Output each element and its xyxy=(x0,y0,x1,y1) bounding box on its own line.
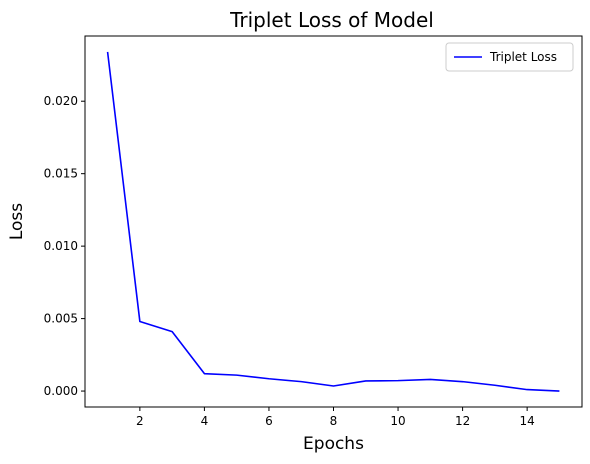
plot-area xyxy=(106,51,560,392)
x-tick-label: 6 xyxy=(265,414,273,428)
y-axis-label: Loss xyxy=(7,203,27,240)
x-tick-label: 8 xyxy=(330,414,338,428)
x-axis: 2 4 6 8 10 12 14 xyxy=(136,407,535,428)
series-layer xyxy=(106,51,560,392)
chart-title: Triplet Loss of Model xyxy=(229,8,434,32)
x-axis-label: Epochs xyxy=(303,434,364,454)
legend-box xyxy=(445,42,574,72)
y-tick-label: 0.020 xyxy=(44,94,78,108)
y-tick-label: 0.000 xyxy=(44,384,78,398)
plot-frame xyxy=(84,35,583,408)
x-tick-label: 12 xyxy=(455,414,470,428)
y-tick-label: 0.015 xyxy=(44,167,78,181)
legend: Triplet Loss xyxy=(445,42,574,72)
x-tick-label: 4 xyxy=(201,414,209,428)
x-tick-label: 2 xyxy=(136,414,144,428)
x-tick-label: 10 xyxy=(390,414,405,428)
y-tick-label: 0.005 xyxy=(44,312,78,326)
y-axis: 0.000 0.005 0.010 0.015 0.020 xyxy=(44,94,85,398)
legend-label-triplet-loss: Triplet Loss xyxy=(489,50,557,64)
y-tick-label: 0.010 xyxy=(44,239,78,253)
x-tick-label: 14 xyxy=(519,414,534,428)
series-line-triplet-loss xyxy=(106,51,560,392)
